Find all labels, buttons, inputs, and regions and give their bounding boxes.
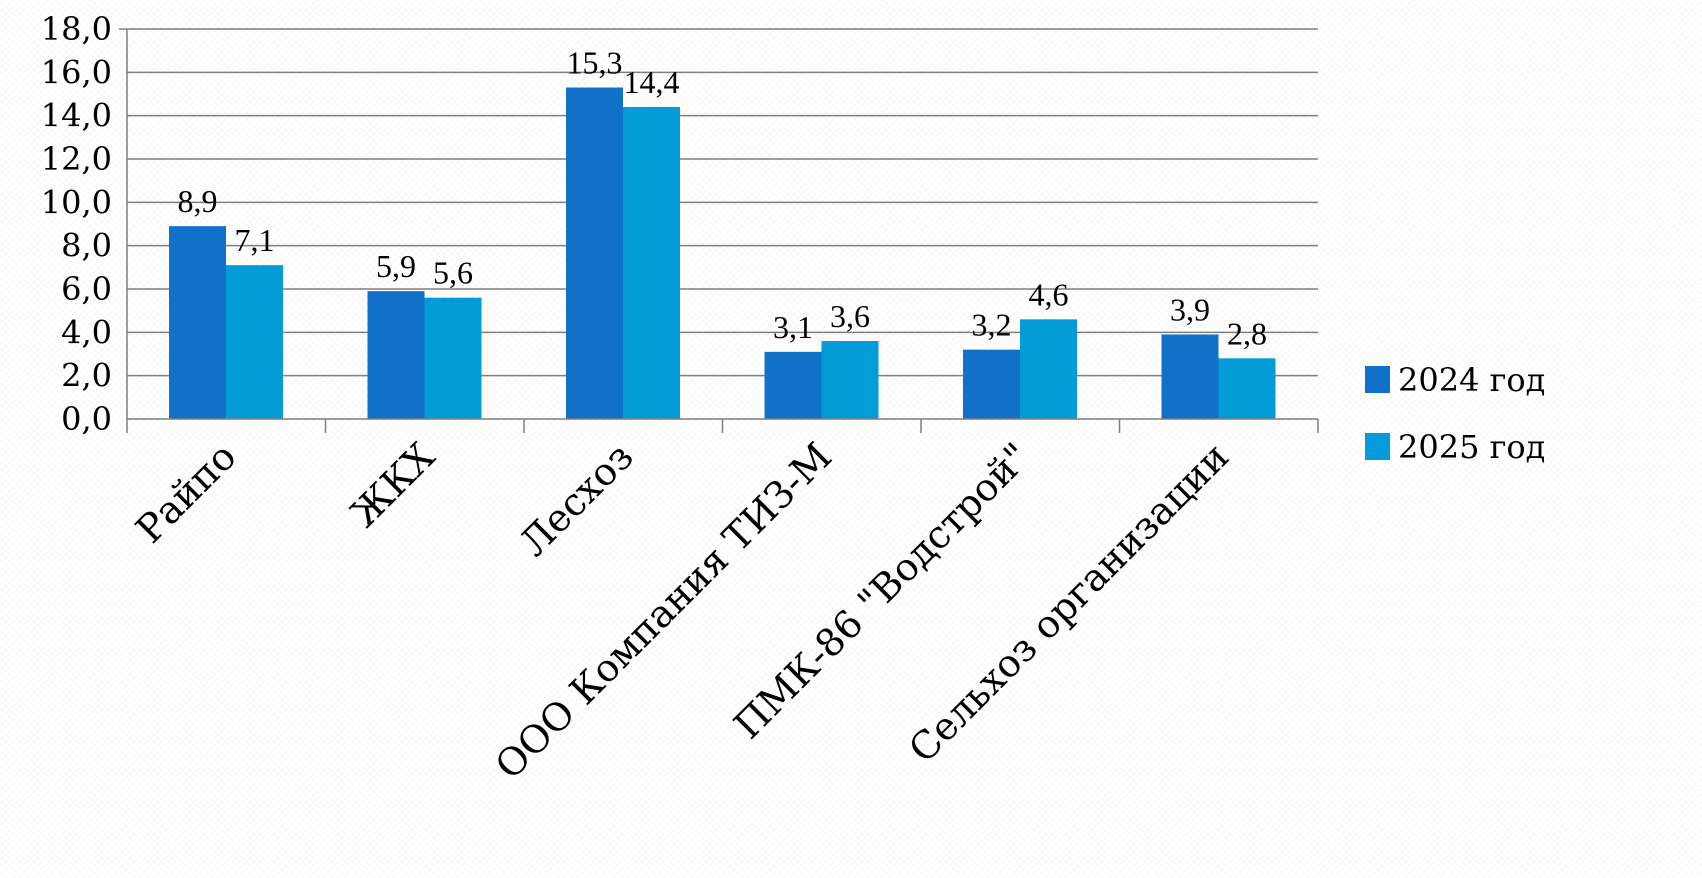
legend-label: 2024 год — [1398, 361, 1545, 399]
bar — [1218, 358, 1276, 419]
x-tick-label: ЖКХ — [342, 434, 443, 535]
y-tick-label: 8,0 — [61, 227, 112, 265]
legend-swatch — [1365, 366, 1390, 393]
bar — [367, 291, 425, 419]
data-label: 3,1 — [773, 309, 813, 345]
y-tick-label: 18,0 — [41, 10, 112, 48]
x-tick-label: Лесхоз — [511, 434, 641, 564]
bars — [169, 87, 1276, 419]
data-label: 15,3 — [567, 45, 623, 81]
y-tick-labels: 0,0 2,0 4,0 6,0 8,0 10,0 12,0 14,0 16,0 18,0 — [41, 10, 112, 438]
y-tick-label: 6,0 — [61, 270, 112, 308]
data-label: 7,1 — [235, 222, 275, 258]
y-tick-label: 14,0 — [41, 97, 112, 135]
bar — [1161, 334, 1219, 419]
data-label: 2,8 — [1227, 315, 1267, 351]
axes — [119, 28, 1319, 433]
y-tick-label: 4,0 — [61, 313, 112, 351]
data-label: 14,4 — [624, 64, 680, 100]
data-label: 3,9 — [1170, 292, 1210, 328]
data-label: 4,6 — [1029, 276, 1069, 312]
data-label: 8,9 — [178, 183, 218, 219]
bar — [963, 349, 1020, 419]
data-label: 5,6 — [433, 255, 473, 291]
bar — [1020, 319, 1077, 419]
bar — [424, 297, 482, 419]
y-tick-label: 0,0 — [61, 400, 112, 438]
gridlines — [127, 28, 1318, 377]
x-tick-label: Райпо — [127, 434, 244, 551]
y-tick-label: 16,0 — [41, 53, 112, 91]
x-tick-label: Сельхоз организации — [900, 434, 1237, 771]
data-label: 3,2 — [972, 307, 1012, 343]
y-tick-label: 10,0 — [41, 183, 112, 221]
legend-label: 2025 год — [1398, 428, 1545, 466]
bar — [169, 226, 226, 419]
legend: 2024 год 2025 год — [1365, 361, 1545, 466]
y-tick-label: 12,0 — [41, 140, 112, 178]
x-tick-label: ООО Компания ТИЗ-М — [487, 434, 841, 788]
data-label: 5,9 — [376, 248, 416, 284]
data-labels: 8,9 5,9 15,3 3,1 3,2 3,9 7,1 5,6 14,4 3,6 4,6 2,8 — [178, 45, 1268, 352]
y-tick-label: 2,0 — [61, 357, 112, 395]
bar — [566, 87, 623, 419]
legend-swatch — [1365, 433, 1390, 460]
bar — [764, 351, 822, 419]
bar — [821, 341, 879, 419]
bar — [623, 107, 680, 419]
data-label: 3,6 — [830, 298, 870, 334]
bar — [226, 265, 283, 419]
